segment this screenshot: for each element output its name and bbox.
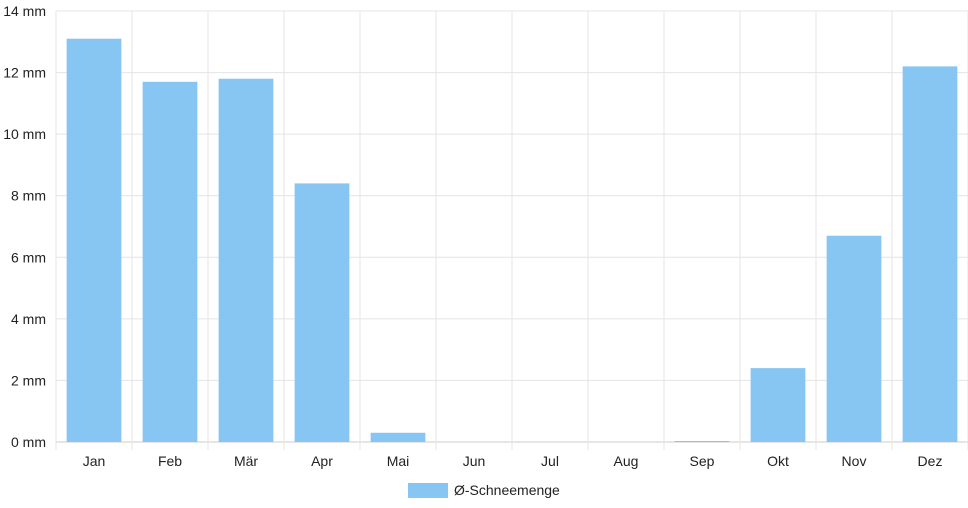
grid-lines [55, 10, 968, 450]
y-tick-label: 2 mm [11, 372, 46, 388]
y-tick-label: 0 mm [11, 434, 46, 450]
bar-mär[interactable] [218, 78, 274, 442]
bar-mai[interactable] [370, 432, 426, 442]
bar-jan[interactable] [66, 38, 122, 442]
y-tick-label: 4 mm [11, 311, 46, 327]
bar-nov[interactable] [826, 235, 882, 442]
x-tick-label: Mai [387, 453, 410, 469]
bar-sep[interactable] [674, 441, 730, 442]
y-tick-label: 10 mm [3, 126, 46, 142]
y-tick-label: 6 mm [11, 249, 46, 265]
x-tick-label: Okt [767, 453, 789, 469]
bar-series [66, 38, 958, 443]
x-tick-label: Dez [918, 453, 943, 469]
x-tick-label: Feb [158, 453, 182, 469]
x-tick-label: Aug [614, 453, 639, 469]
x-tick-label: Mär [234, 453, 258, 469]
x-tick-label: Apr [311, 453, 333, 469]
axes: 0 mm 2 mm 4 mm 6 mm 8 mm 10 mm 12 mm 14 mm Jan Fe… [3, 3, 942, 469]
bar-dez[interactable] [902, 66, 958, 443]
x-tick-label: Jun [463, 453, 486, 469]
legend-label: Ø-Schneemenge [454, 482, 560, 498]
bar-apr[interactable] [294, 183, 350, 442]
x-tick-label: Jan [83, 453, 106, 469]
legend[interactable]: Ø-Schneemenge [408, 480, 560, 500]
y-tick-label: 8 mm [11, 188, 46, 204]
legend-swatch [408, 482, 448, 498]
y-tick-label: 14 mm [3, 3, 46, 19]
bar-okt[interactable] [750, 368, 806, 442]
x-tick-label: Jul [541, 453, 559, 469]
x-tick-label: Nov [842, 453, 867, 469]
y-tick-label: 12 mm [3, 65, 46, 81]
bar-feb[interactable] [142, 81, 198, 443]
x-tick-label: Sep [690, 453, 715, 469]
